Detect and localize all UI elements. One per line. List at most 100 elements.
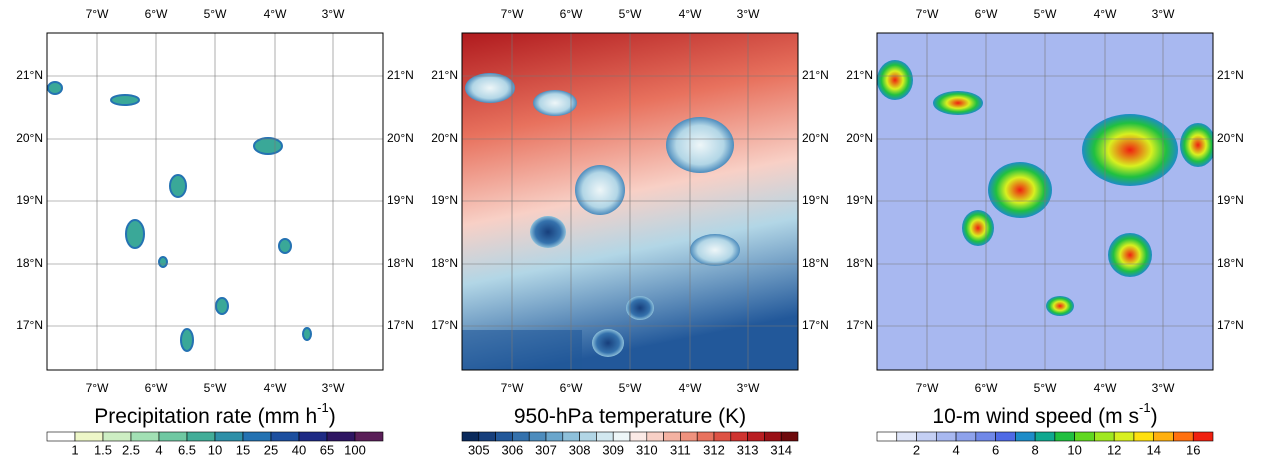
colorbar-box — [1074, 431, 1095, 442]
colorbar-label: 308 — [569, 442, 591, 457]
lon-label: 7°W — [86, 381, 109, 395]
colorbar-label: 6.5 — [178, 442, 196, 457]
title-superscript: -1 — [1139, 400, 1151, 415]
colorbar-label: 10 — [1067, 442, 1081, 457]
lon-label: 5°W — [204, 7, 227, 21]
colorbar-box — [1054, 431, 1075, 442]
lon-label: 7°W — [916, 7, 939, 21]
lon-label: 7°W — [916, 381, 939, 395]
colorbar-box — [495, 431, 513, 442]
colorbar-box — [696, 431, 715, 442]
lat-label: 19°N — [1217, 193, 1244, 207]
colorbar-box — [46, 431, 76, 442]
colorbar-box — [916, 431, 937, 442]
panel-title: 950-hPa temperature (K) — [514, 405, 746, 428]
colorbar-label: 65 — [320, 442, 334, 457]
colorbar-label: 1 — [71, 442, 78, 457]
lat-label: 20°N — [846, 131, 873, 145]
colorbar-box — [512, 431, 530, 442]
lat-label: 18°N — [802, 256, 829, 270]
colorbar-label: 40 — [292, 442, 306, 457]
colorbar-box — [528, 431, 547, 442]
lon-label: 3°W — [322, 7, 345, 21]
colorbar-box — [579, 431, 597, 442]
lat-label: 19°N — [802, 193, 829, 207]
lon-label: 4°W — [264, 381, 287, 395]
colorbar-label: 4 — [952, 442, 959, 457]
colorbar-box — [130, 431, 160, 442]
colorbar-box — [747, 431, 765, 442]
colorbar-box — [1015, 431, 1036, 442]
colorbar-label: 14 — [1146, 442, 1160, 457]
lat-label: 17°N — [1217, 318, 1244, 332]
lat-label: 18°N — [16, 256, 43, 270]
lon-label: 4°W — [679, 381, 702, 395]
colorbar-label: 4 — [155, 442, 162, 457]
colorbar-label: 311 — [670, 442, 691, 457]
lat-label: 19°N — [431, 193, 458, 207]
colorbar-label: 15 — [236, 442, 250, 457]
colorbar-box — [663, 431, 681, 442]
lat-label: 18°N — [431, 256, 458, 270]
lat-label: 19°N — [387, 193, 414, 207]
lat-label: 21°N — [802, 68, 829, 82]
colorbar-label: 6 — [992, 442, 999, 457]
colorbar-box — [186, 431, 216, 442]
lon-label: 3°W — [737, 381, 760, 395]
colorbar-box — [214, 431, 244, 442]
colorbar-box — [1133, 431, 1155, 442]
lon-label: 6°W — [975, 7, 998, 21]
colorbar-box — [102, 431, 132, 442]
lat-label: 21°N — [431, 68, 458, 82]
colorbar-box — [354, 431, 384, 442]
colorbar-box — [1034, 431, 1056, 442]
colorbar-box — [562, 431, 580, 442]
lon-label: 5°W — [204, 381, 227, 395]
colorbar-label: 310 — [636, 442, 658, 457]
lat-label: 21°N — [846, 68, 873, 82]
lon-label: 7°W — [86, 7, 109, 21]
colorbar-box — [326, 431, 356, 442]
lon-label: 6°W — [560, 7, 583, 21]
colorbar-box — [270, 431, 300, 442]
lon-label: 4°W — [679, 7, 702, 21]
colorbar-label: 100 — [344, 442, 366, 457]
wind-field — [877, 33, 1213, 370]
colorbar-box — [975, 431, 996, 442]
lon-label: 6°W — [975, 381, 998, 395]
lon-label: 5°W — [619, 381, 642, 395]
colorbar-label: 307 — [535, 442, 557, 457]
lat-label: 17°N — [431, 318, 458, 332]
colorbar-label: 8 — [1032, 442, 1039, 457]
colorbar-box — [242, 431, 272, 442]
colorbar-box — [680, 431, 698, 442]
colorbar-box — [955, 431, 977, 442]
colorbar-box — [298, 431, 328, 442]
colorbar-label: 10 — [208, 442, 222, 457]
map-frame — [876, 32, 1214, 371]
lat-label: 18°N — [387, 256, 414, 270]
title-text: 950-hPa temperature (K) — [514, 405, 746, 428]
colorbar-box — [780, 431, 799, 442]
lon-label: 3°W — [1152, 381, 1175, 395]
lon-label: 3°W — [1152, 7, 1175, 21]
lon-label: 4°W — [1094, 381, 1117, 395]
lat-label: 20°N — [16, 131, 43, 145]
colorbar-box — [596, 431, 614, 442]
colorbar-label: 309 — [602, 442, 624, 457]
colorbar-box — [935, 431, 957, 442]
lat-label: 20°N — [802, 131, 829, 145]
lat-label: 18°N — [1217, 256, 1244, 270]
colorbar-label: 2 — [913, 442, 920, 457]
title-text: 10-m wind speed (m s — [932, 405, 1139, 428]
lon-label: 5°W — [1034, 7, 1057, 21]
lat-label: 17°N — [16, 318, 43, 332]
lon-label: 6°W — [145, 7, 168, 21]
colorbar-box — [896, 431, 917, 442]
colorbar-label: 313 — [737, 442, 759, 457]
lon-label: 7°W — [501, 7, 524, 21]
lat-label: 17°N — [846, 318, 873, 332]
colorbar-label: 314 — [770, 442, 792, 457]
colorbar-box — [995, 431, 1016, 442]
